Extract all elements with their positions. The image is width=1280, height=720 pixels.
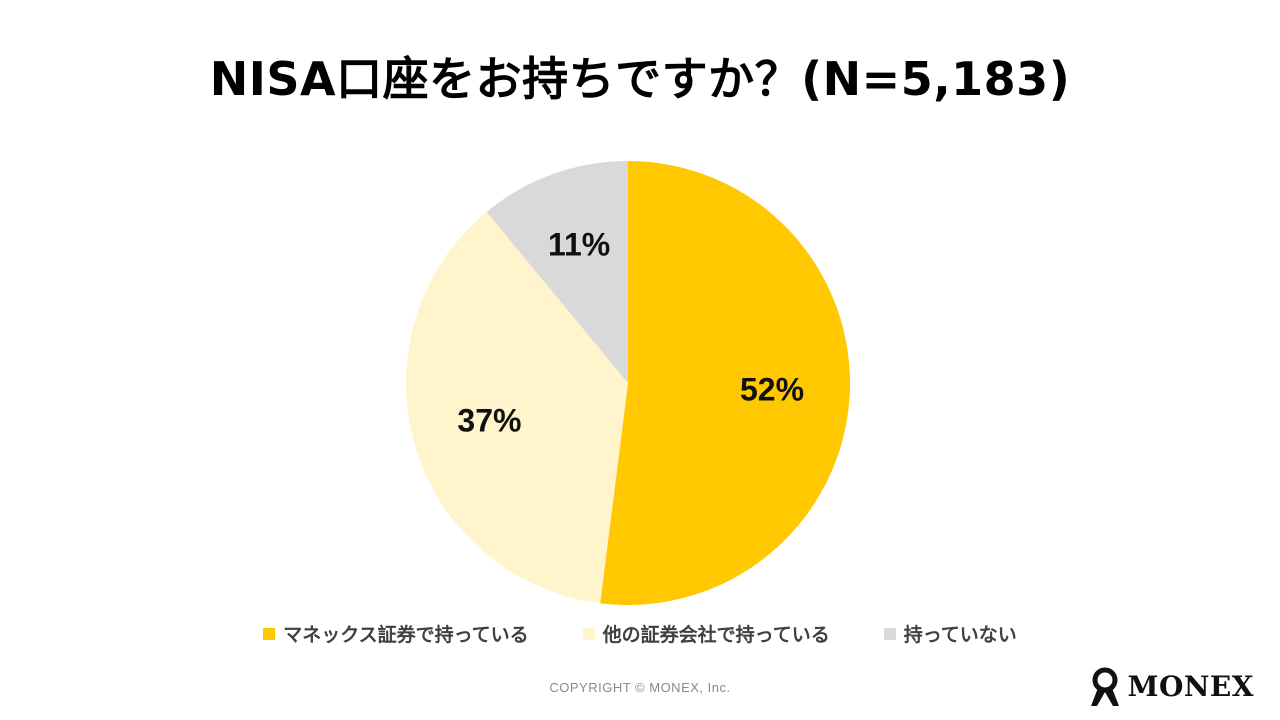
slice-label-other-broker: 37% xyxy=(457,403,521,439)
legend-label-none: 持っていない xyxy=(903,624,1017,646)
chart-title: NISA口座をお持ちですか？(N=5,183) xyxy=(209,52,1071,106)
legend-item-other-broker: 他の証券会社で持っている xyxy=(582,620,830,647)
legend-label-other-broker: 他の証券会社で持っている xyxy=(602,624,830,646)
brand-name: MONEX xyxy=(1127,670,1254,703)
legend-item-none: 持っていない xyxy=(883,620,1017,647)
pie-slice-other-broker xyxy=(405,211,628,604)
legend-swatch-monex xyxy=(263,627,276,640)
legend-swatch-none xyxy=(883,627,896,640)
brand-logo: MONEX xyxy=(1087,666,1254,708)
pie-slice-monex xyxy=(600,161,850,605)
pie-slice-none xyxy=(486,161,628,383)
pie-labels: 52% 37% 11% xyxy=(457,227,804,439)
copyright-text: COPYRIGHT © MONEX, Inc. xyxy=(549,680,731,695)
slice-label-monex: 52% xyxy=(740,372,804,408)
chart-legend: マネックス証券で持っている 他の証券会社で持っている 持っていない xyxy=(0,620,1280,647)
pie-slices xyxy=(405,161,850,605)
slice-label-none: 11% xyxy=(548,227,610,263)
legend-item-monex: マネックス証券で持っている xyxy=(263,620,529,647)
legend-swatch-other-broker xyxy=(582,627,595,640)
legend-label-monex: マネックス証券で持っている xyxy=(283,624,529,646)
monex-logo-icon xyxy=(1091,667,1120,706)
